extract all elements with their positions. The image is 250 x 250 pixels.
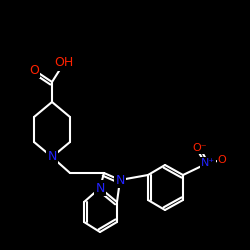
Text: N⁺: N⁺ xyxy=(201,158,215,168)
Text: N: N xyxy=(47,150,57,164)
Text: O⁻: O⁻ xyxy=(193,143,207,153)
Text: N: N xyxy=(115,174,125,186)
Text: O: O xyxy=(29,64,39,76)
Text: O: O xyxy=(218,155,226,165)
Text: OH: OH xyxy=(54,56,74,70)
Text: N: N xyxy=(95,182,105,194)
